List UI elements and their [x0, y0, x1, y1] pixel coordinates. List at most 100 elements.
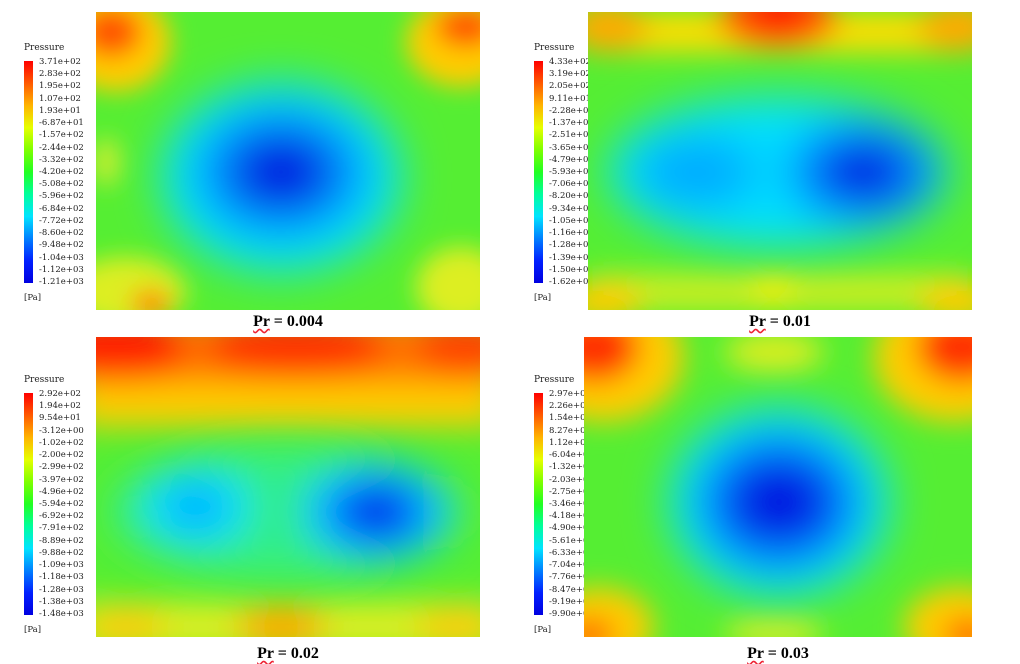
legend-label: -8.89e+02 — [39, 535, 84, 546]
plot-caption: Pr = 0.02 — [96, 645, 480, 663]
legend-label: -2.28e+01 — [549, 105, 594, 116]
legend-label: -1.39e+03 — [549, 252, 594, 263]
legend-label: -3.32e+02 — [39, 154, 84, 165]
legend-label: -6.87e+01 — [39, 118, 84, 129]
legend-label: -6.92e+02 — [39, 511, 84, 522]
legend-unit: [Pa] — [534, 293, 552, 303]
legend-label: -9.34e+02 — [549, 203, 594, 214]
caption-prandtl-word: Pr — [253, 313, 270, 330]
legend-label: 2.26e+02 — [549, 401, 591, 412]
legend-label: -1.37e+02 — [549, 118, 594, 129]
legend-label: -9.90e+02 — [549, 608, 594, 619]
legend-label: -7.04e+02 — [549, 560, 594, 571]
legend-label: -8.20e+02 — [549, 191, 594, 202]
legend-label: 3.19e+02 — [549, 69, 591, 80]
legend-unit: [Pa] — [24, 293, 42, 303]
legend-label: 2.05e+02 — [549, 81, 591, 92]
legend-label: -7.91e+02 — [39, 523, 84, 534]
legend-label: -1.38e+03 — [39, 596, 84, 607]
legend-label: -5.96e+02 — [39, 191, 84, 202]
contour-panel-pr-001: Pressure 4.33e+02 3.19e+02 2.05e+02 9.11… — [510, 0, 1020, 332]
pressure-contour-plot — [96, 12, 480, 310]
legend-label: -6.33e+02 — [549, 547, 594, 558]
legend-label: 9.11e+01 — [549, 93, 591, 104]
legend-label: 1.94e+02 — [39, 401, 81, 412]
legend-label: -5.61e+02 — [549, 535, 594, 546]
legend-labels: 2.97e+02 2.26e+02 1.54e+02 8.27e+01 1.12… — [549, 389, 594, 619]
legend-title: Pressure — [24, 375, 65, 385]
legend-colorbar — [534, 61, 543, 283]
legend-label: 8.27e+01 — [549, 425, 591, 436]
legend-label: 4.33e+02 — [549, 57, 591, 67]
legend-title: Pressure — [534, 43, 575, 53]
legend-label: 2.83e+02 — [39, 69, 81, 80]
legend-label: 1.95e+02 — [39, 81, 81, 92]
legend-label: -3.12e+00 — [39, 425, 84, 436]
legend-label: -5.94e+02 — [39, 498, 84, 509]
legend-label: -2.44e+02 — [39, 142, 84, 153]
legend-colorbar — [24, 61, 33, 283]
caption-prandtl-value: = 0.004 — [269, 313, 323, 330]
legend-label: -1.28e+03 — [39, 584, 84, 595]
plot-caption: Pr = 0.03 — [586, 645, 970, 663]
legend-label: -4.96e+02 — [39, 486, 84, 497]
caption-prandtl-value: = 0.03 — [763, 645, 809, 662]
pressure-contour-plot — [584, 337, 972, 637]
contour-panel-pr-002: Pressure 2.92e+02 1.94e+02 9.54e+01 -3.1… — [0, 332, 510, 664]
legend-label: -2.00e+02 — [39, 450, 84, 461]
legend-label: -2.51e+02 — [549, 130, 594, 141]
legend-label: -1.32e+02 — [549, 462, 594, 473]
legend-label: -3.97e+02 — [39, 474, 84, 485]
legend-label: -1.04e+03 — [39, 252, 84, 263]
legend-label: -7.76e+02 — [549, 572, 594, 583]
legend-label: -4.79e+02 — [549, 154, 594, 165]
legend-label: -1.16e+03 — [549, 228, 594, 239]
legend-label: -7.06e+02 — [549, 179, 594, 190]
legend-label: -2.99e+02 — [39, 462, 84, 473]
legend-label: -9.48e+02 — [39, 240, 84, 251]
legend-label: -5.08e+02 — [39, 179, 84, 190]
legend-label: 9.54e+01 — [39, 413, 81, 424]
legend-label: -4.90e+02 — [549, 523, 594, 534]
legend-unit: [Pa] — [24, 625, 42, 635]
legend-label: 2.97e+02 — [549, 389, 591, 399]
legend-label: -1.18e+03 — [39, 572, 84, 583]
legend-label: -5.93e+02 — [549, 166, 594, 177]
caption-prandtl-word: Pr — [749, 313, 766, 330]
legend-label: 3.71e+02 — [39, 57, 81, 67]
pressure-contour-plot — [96, 337, 480, 637]
legend-label: -8.47e+02 — [549, 584, 594, 595]
plot-caption: Pr = 0.004 — [96, 313, 480, 331]
legend-label: 1.07e+02 — [39, 93, 81, 104]
legend-label: -1.12e+03 — [39, 264, 84, 275]
legend-label: -1.09e+03 — [39, 560, 84, 571]
contour-panel-pr-003: Pressure 2.97e+02 2.26e+02 1.54e+02 8.27… — [510, 332, 1020, 664]
legend-label: -2.03e+02 — [549, 474, 594, 485]
caption-prandtl-value: = 0.02 — [273, 645, 319, 662]
legend-label: -1.02e+02 — [39, 437, 84, 448]
legend-label: -8.60e+02 — [39, 228, 84, 239]
legend-label: -4.20e+02 — [39, 166, 84, 177]
plot-caption: Pr = 0.01 — [588, 313, 972, 331]
pressure-contour-plot — [588, 12, 972, 310]
contour-panel-pr-0004: Pressure 3.71e+02 2.83e+02 1.95e+02 1.07… — [0, 0, 510, 332]
legend-label: 1.93e+01 — [39, 105, 81, 116]
legend-label: -6.84e+02 — [39, 203, 84, 214]
legend-label: -1.48e+03 — [39, 608, 84, 619]
legend-label: 1.12e+01 — [549, 437, 591, 448]
legend-colorbar — [24, 393, 33, 615]
legend-label: -1.50e+03 — [549, 264, 594, 275]
legend-title: Pressure — [534, 375, 575, 385]
legend-label: -9.19e+02 — [549, 596, 594, 607]
legend-label: -1.62e+03 — [549, 276, 594, 287]
caption-prandtl-value: = 0.01 — [765, 313, 811, 330]
legend-label: 2.92e+02 — [39, 389, 81, 399]
legend-label: -7.72e+02 — [39, 215, 84, 226]
legend-label: -1.21e+03 — [39, 276, 84, 287]
legend-labels: 4.33e+02 3.19e+02 2.05e+02 9.11e+01 -2.2… — [549, 57, 594, 287]
legend-labels: 3.71e+02 2.83e+02 1.95e+02 1.07e+02 1.93… — [39, 57, 84, 287]
legend-label: -3.65e+02 — [549, 142, 594, 153]
legend-label: -3.46e+02 — [549, 498, 594, 509]
legend-labels: 2.92e+02 1.94e+02 9.54e+01 -3.12e+00 -1.… — [39, 389, 84, 619]
legend-label: 1.54e+02 — [549, 413, 591, 424]
